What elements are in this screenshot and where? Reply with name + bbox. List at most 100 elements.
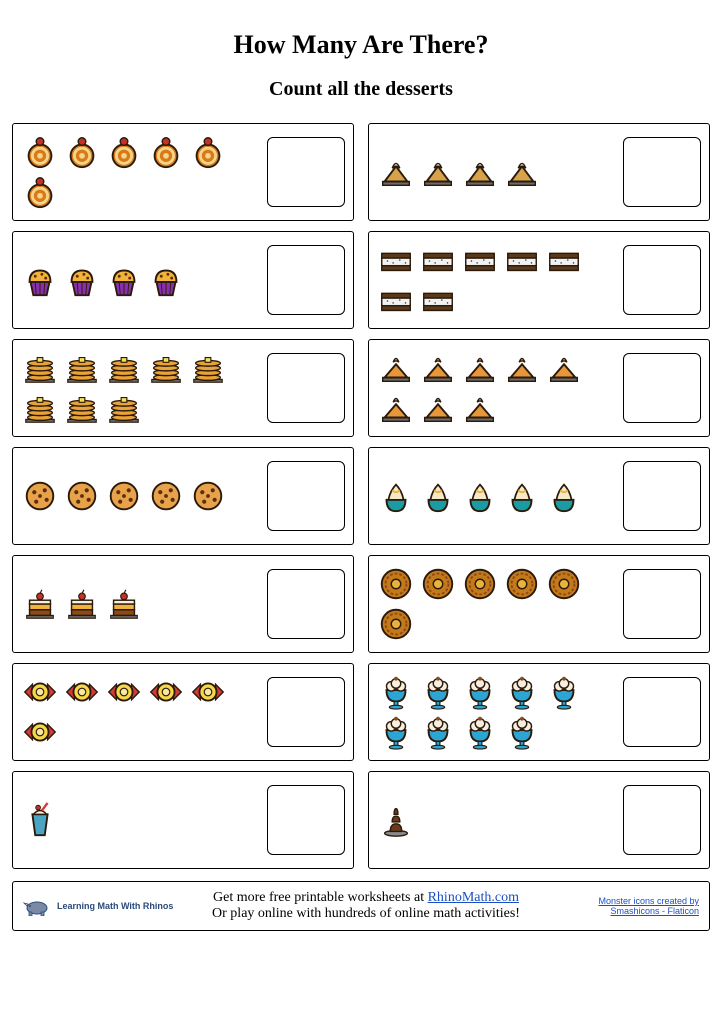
round-biscuit-icon <box>419 565 457 603</box>
item-group <box>377 673 623 751</box>
sundae-icon <box>461 713 499 751</box>
problem-grid <box>12 123 710 869</box>
swiss-roll-icon <box>105 133 143 171</box>
cookie-icon <box>189 477 227 515</box>
answer-box[interactable] <box>267 569 345 639</box>
pie-slice-cream-icon <box>461 349 499 387</box>
item-group <box>21 673 267 751</box>
answer-box[interactable] <box>623 569 701 639</box>
problem-cell <box>12 663 354 761</box>
problem-cell <box>368 447 710 545</box>
item-group <box>377 153 623 191</box>
ice-cream-sandwich-icon <box>503 241 541 279</box>
answer-box[interactable] <box>623 353 701 423</box>
round-biscuit-icon <box>545 565 583 603</box>
cake-slice-cherry-icon <box>63 585 101 623</box>
round-biscuit-icon <box>377 565 415 603</box>
milkshake-icon <box>21 801 59 839</box>
problem-cell <box>368 231 710 329</box>
round-biscuit-icon <box>503 565 541 603</box>
pie-cream-icon <box>503 153 541 191</box>
problem-cell <box>368 663 710 761</box>
sundae-icon <box>503 713 541 751</box>
item-group <box>21 133 267 211</box>
item-group <box>21 349 267 427</box>
ice-cream-sandwich-icon <box>419 281 457 319</box>
problem-cell <box>12 231 354 329</box>
ice-cream-sandwich-icon <box>461 241 499 279</box>
swiss-roll-icon <box>189 133 227 171</box>
pie-slice-cream-icon <box>545 349 583 387</box>
round-biscuit-icon <box>461 565 499 603</box>
item-group <box>377 349 623 427</box>
problem-cell <box>12 555 354 653</box>
cupcake-icon <box>63 261 101 299</box>
candy-wrapped-icon <box>189 673 227 711</box>
pie-slice-cream-icon <box>419 349 457 387</box>
worksheet-page: How Many Are There? Count all the desser… <box>0 0 722 941</box>
sundae-icon <box>461 673 499 711</box>
footer-line1-prefix: Get more free printable worksheets at <box>213 890 428 905</box>
item-group <box>21 477 267 515</box>
pancake-stack-icon <box>147 349 185 387</box>
swiss-roll-icon <box>21 133 59 171</box>
rhino-icon <box>23 894 51 918</box>
footer-credit-link[interactable]: Monster icons created by Smashicons - Fl… <box>598 896 699 916</box>
swiss-roll-icon <box>147 133 185 171</box>
problem-cell <box>368 771 710 869</box>
cookie-icon <box>147 477 185 515</box>
pie-slice-cream-icon <box>503 349 541 387</box>
footer-link[interactable]: RhinoMath.com <box>428 890 519 905</box>
answer-box[interactable] <box>267 677 345 747</box>
problem-cell <box>368 339 710 437</box>
cupcake-icon <box>21 261 59 299</box>
item-group <box>377 477 623 515</box>
cookie-icon <box>105 477 143 515</box>
page-title: How Many Are There? <box>12 30 710 60</box>
sundae-icon <box>503 673 541 711</box>
answer-box[interactable] <box>623 461 701 531</box>
answer-box[interactable] <box>267 461 345 531</box>
answer-box[interactable] <box>267 137 345 207</box>
answer-box[interactable] <box>267 785 345 855</box>
footer-logo: Learning Math With Rhinos <box>23 894 183 918</box>
soft-serve-cup-icon <box>377 477 415 515</box>
swiss-roll-icon <box>21 173 59 211</box>
page-subtitle: Count all the desserts <box>12 78 710 101</box>
soft-serve-cup-icon <box>419 477 457 515</box>
sundae-icon <box>419 713 457 751</box>
candy-wrapped-icon <box>21 673 59 711</box>
item-group <box>21 585 267 623</box>
cookie-icon <box>21 477 59 515</box>
item-group <box>377 241 623 319</box>
answer-box[interactable] <box>623 137 701 207</box>
ice-cream-sandwich-icon <box>545 241 583 279</box>
problem-cell <box>368 555 710 653</box>
sundae-icon <box>377 673 415 711</box>
soft-serve-cup-icon <box>503 477 541 515</box>
pancake-stack-icon <box>105 389 143 427</box>
answer-box[interactable] <box>267 245 345 315</box>
answer-box[interactable] <box>623 785 701 855</box>
pie-cream-icon <box>419 153 457 191</box>
swiss-roll-icon <box>63 133 101 171</box>
answer-box[interactable] <box>623 245 701 315</box>
item-group <box>377 801 623 839</box>
answer-box[interactable] <box>267 353 345 423</box>
footer: Learning Math With Rhinos Get more free … <box>12 881 710 931</box>
pie-cream-icon <box>461 153 499 191</box>
soft-serve-cup-icon <box>461 477 499 515</box>
answer-box[interactable] <box>623 677 701 747</box>
ice-cream-sandwich-icon <box>377 281 415 319</box>
item-group <box>21 801 267 839</box>
pancake-stack-icon <box>105 349 143 387</box>
pie-slice-cream-icon <box>377 349 415 387</box>
ice-cream-sandwich-icon <box>419 241 457 279</box>
cake-slice-cherry-icon <box>105 585 143 623</box>
pancake-stack-icon <box>21 389 59 427</box>
footer-credit: Monster icons created by Smashicons - Fl… <box>549 896 699 916</box>
pie-cream-icon <box>377 153 415 191</box>
ice-cream-sandwich-icon <box>377 241 415 279</box>
choc-fountain-icon <box>377 801 415 839</box>
cookie-icon <box>63 477 101 515</box>
